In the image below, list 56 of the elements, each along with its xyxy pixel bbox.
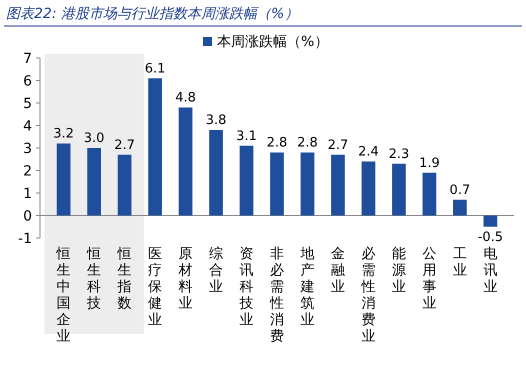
y-tick-label: 1 xyxy=(23,186,32,202)
data-label: 4.8 xyxy=(175,90,196,106)
chart-title: 图表22: 港股市场与行业指数本周涨跌幅（%） xyxy=(6,6,298,22)
bar xyxy=(453,200,467,216)
bar xyxy=(178,108,192,216)
x-tick-label: 医疗保健业 xyxy=(148,246,162,328)
data-label: 6.1 xyxy=(144,61,166,76)
x-tick-label: 金融业 xyxy=(330,246,345,295)
data-label: 2.8 xyxy=(266,136,288,150)
bar xyxy=(56,144,70,216)
x-tick-label: 综合业 xyxy=(209,246,224,295)
x-tick-label: 恒生中国企业 xyxy=(56,246,71,344)
data-label: 3.1 xyxy=(236,128,257,144)
bar xyxy=(148,78,162,216)
bar xyxy=(270,152,284,216)
y-tick-label: -1 xyxy=(18,230,32,247)
x-tick-label: 电讯业 xyxy=(483,246,498,295)
data-label: 2.7 xyxy=(114,138,135,153)
y-tick-label: 3 xyxy=(23,140,32,157)
data-label: 3.8 xyxy=(206,113,226,128)
data-label: 2.4 xyxy=(358,144,379,160)
data-label: 3.0 xyxy=(84,131,104,146)
data-label: 2.7 xyxy=(328,138,348,153)
bar xyxy=(300,152,314,216)
bar xyxy=(331,154,345,216)
x-tick-label: 工业 xyxy=(452,246,467,278)
bar xyxy=(392,164,406,216)
data-label: -0.5 xyxy=(478,230,504,245)
bar xyxy=(87,148,101,216)
y-tick-label: 6 xyxy=(23,73,32,90)
data-label: 2.8 xyxy=(297,136,318,150)
y-tick-label: 0 xyxy=(23,208,32,224)
x-tick-label: 能源业 xyxy=(392,246,406,295)
x-tick-label: 公用事业 xyxy=(422,246,436,312)
x-tick-label: 地产建筑业 xyxy=(299,246,314,328)
bar xyxy=(422,172,436,216)
y-tick-label: 5 xyxy=(23,96,32,112)
x-tick-label: 恒生指数 xyxy=(116,246,132,312)
bar xyxy=(240,146,254,216)
bar xyxy=(209,130,223,216)
data-label: 2.3 xyxy=(388,146,410,162)
x-tick-label: 原材料业 xyxy=(178,246,193,312)
data-label: 3.2 xyxy=(53,126,74,142)
x-tick-label: 非必需性消费 xyxy=(269,246,284,344)
y-tick-label: 7 xyxy=(23,50,32,67)
y-tick-label: 2 xyxy=(23,163,32,180)
x-tick-label: 恒生科技 xyxy=(86,246,102,312)
x-tick-label: 必需性消费业 xyxy=(360,246,376,344)
x-tick-label: 资讯科技业 xyxy=(238,246,254,328)
bar xyxy=(362,162,376,216)
bar xyxy=(484,216,498,227)
legend-label: 本周涨跌幅（%） xyxy=(217,34,328,50)
bar xyxy=(118,154,132,216)
data-label: 0.7 xyxy=(450,182,470,198)
y-tick-label: 4 xyxy=(23,118,32,134)
data-label: 1.9 xyxy=(419,156,440,171)
